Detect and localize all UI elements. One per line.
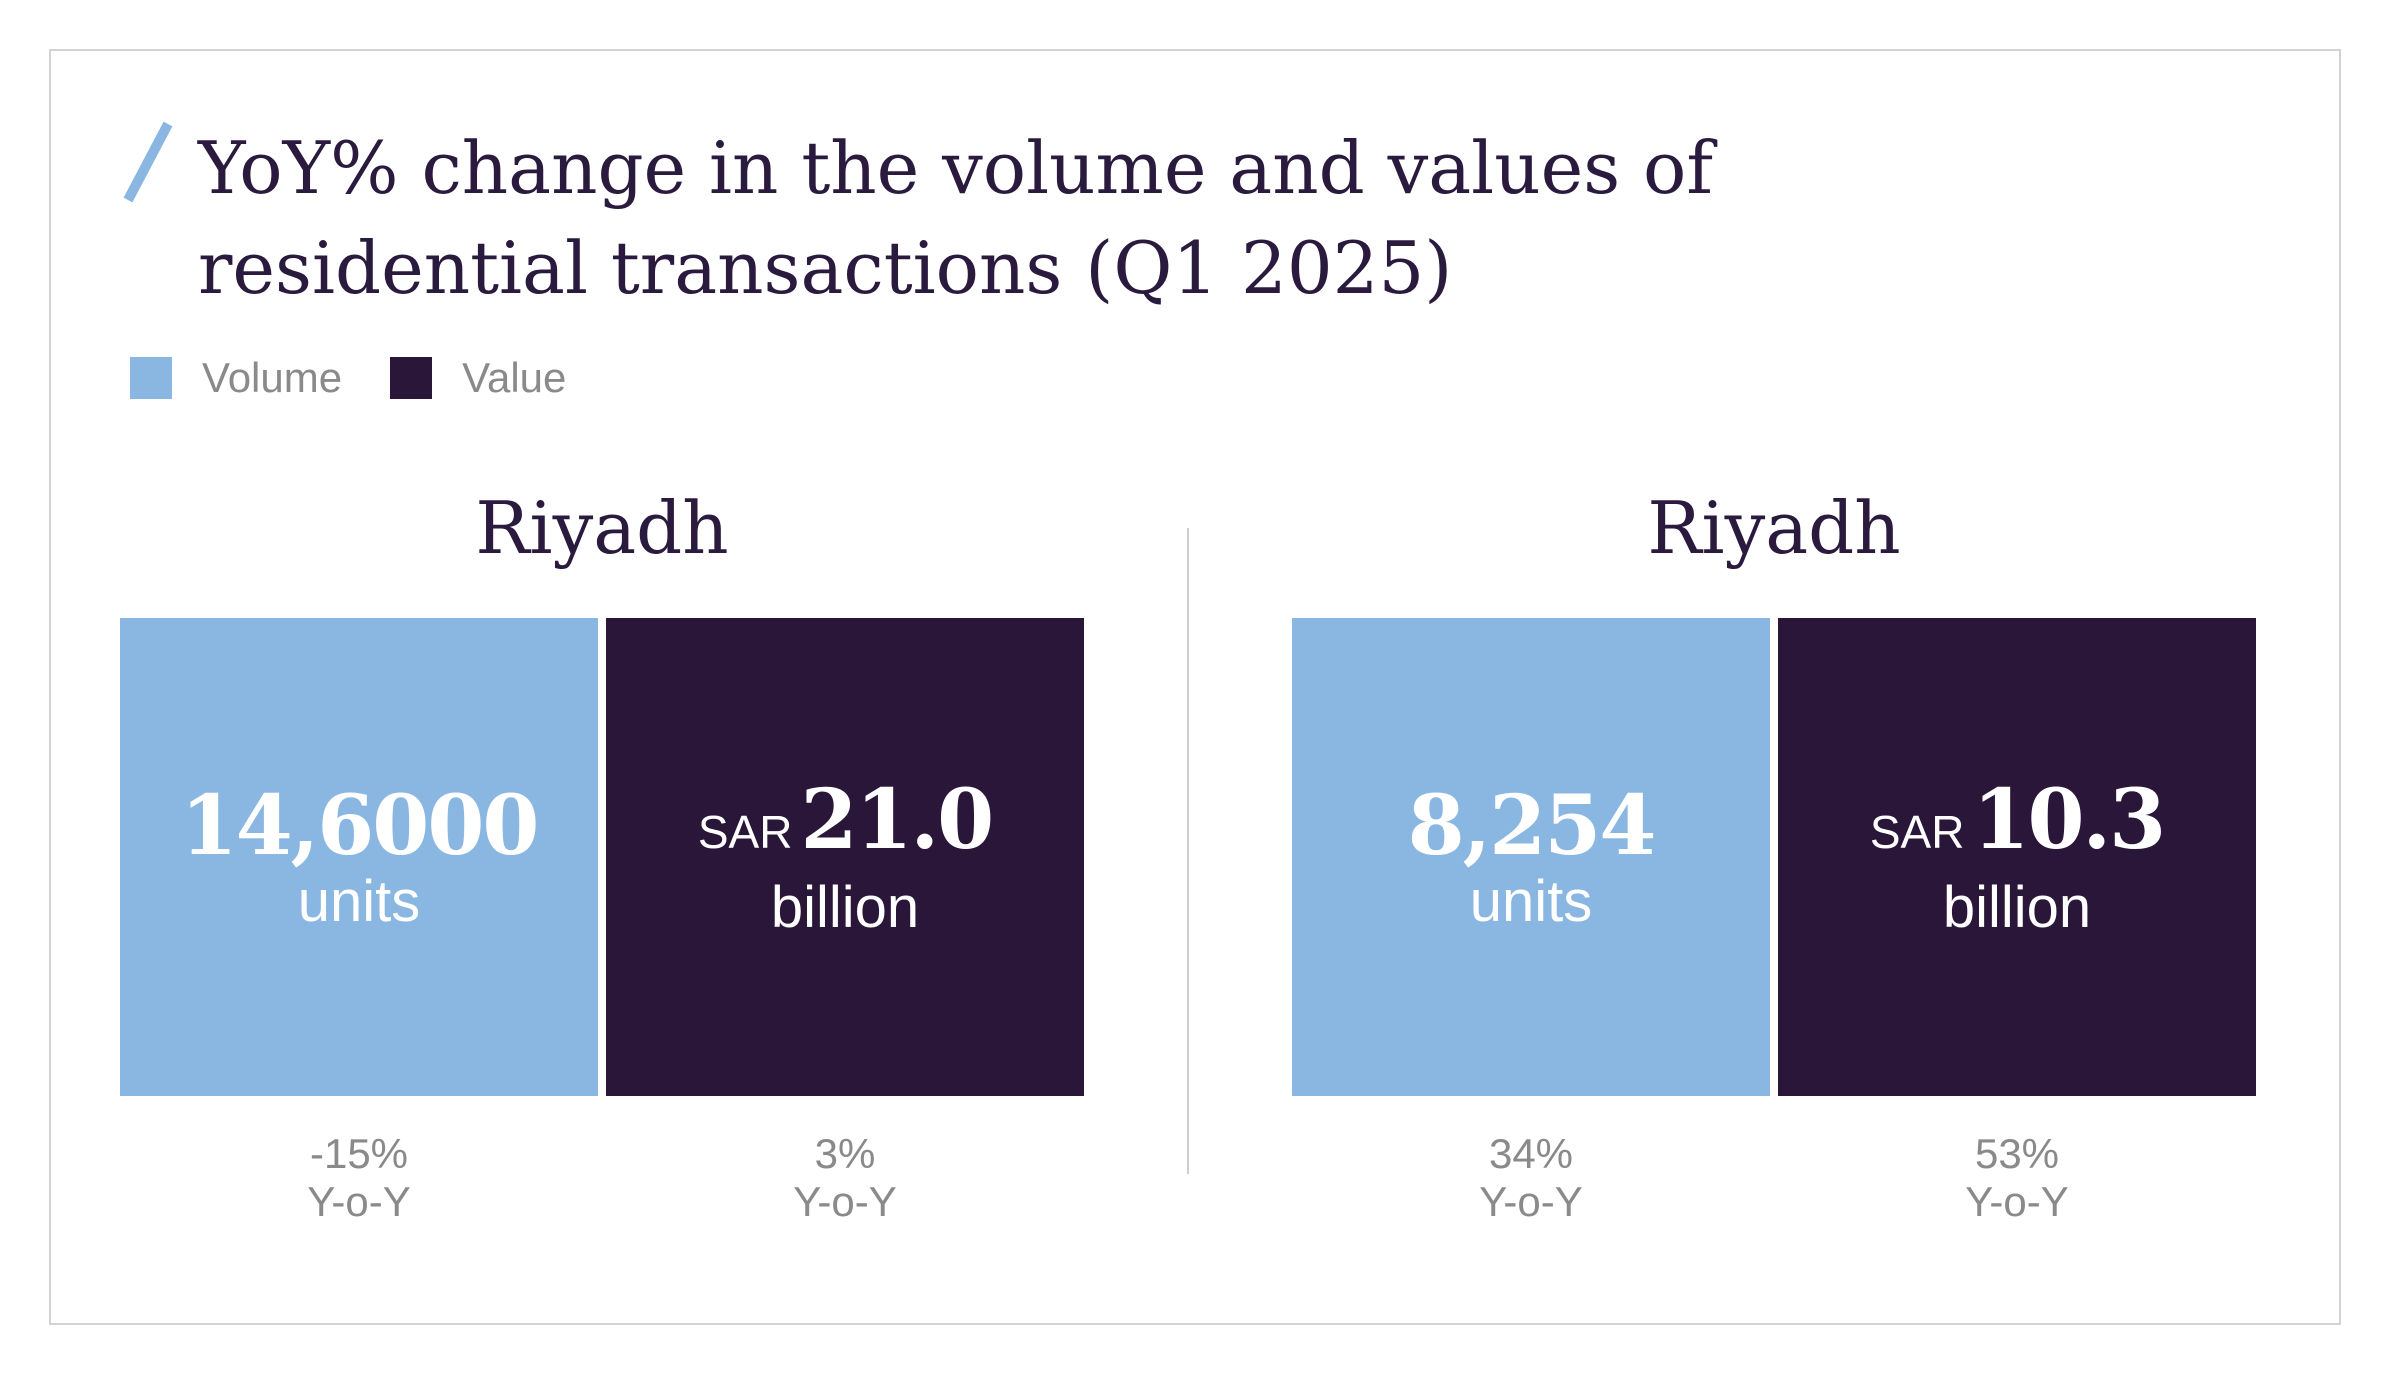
- value-number-line: SAR10.3: [1869, 772, 2166, 877]
- value-number: 10.3: [1972, 772, 2166, 868]
- legend: Volume Value: [130, 352, 614, 404]
- legend-label-volume: Volume: [202, 354, 343, 401]
- panel-riyadh-left: Riyadh 14,6000 units SAR21.0 billion -15…: [120, 480, 1084, 1240]
- value-number-line: SAR21.0: [697, 772, 994, 877]
- legend-item-value: Value: [390, 354, 566, 402]
- volume-yoy: -15% Y-o-Y: [120, 1130, 598, 1226]
- value-number: 21.0: [800, 772, 994, 868]
- legend-item-volume: Volume: [130, 354, 342, 402]
- volume-number: 14,6000: [180, 778, 540, 874]
- volume-box: 8,254 units: [1292, 618, 1770, 1096]
- volume-box: 14,6000 units: [120, 618, 598, 1096]
- panel-riyadh-right: Riyadh 8,254 units SAR10.3 billion 34% Y…: [1292, 480, 2256, 1240]
- city-title: Riyadh: [475, 486, 729, 570]
- value-yoy-pct: 3%: [814, 1130, 876, 1177]
- title-slash-icon: [123, 121, 173, 203]
- value-yoy-label: Y-o-Y: [1965, 1178, 2069, 1225]
- volume-yoy: 34% Y-o-Y: [1292, 1130, 1770, 1226]
- panel-divider: [1187, 528, 1189, 1174]
- city-title: Riyadh: [1647, 486, 1901, 570]
- volume-yoy-label: Y-o-Y: [1479, 1178, 1583, 1225]
- value-prefix: SAR: [1869, 806, 1965, 858]
- legend-swatch-value: [390, 357, 433, 399]
- value-box: SAR21.0 billion: [606, 618, 1084, 1096]
- value-yoy-pct: 53%: [1974, 1130, 2060, 1177]
- value-yoy: 53% Y-o-Y: [1778, 1130, 2256, 1226]
- volume-unit: units: [1469, 869, 1593, 934]
- value-unit: billion: [770, 875, 920, 940]
- value-prefix: SAR: [697, 806, 793, 858]
- chart-title: YoY% change in the volume and values of …: [198, 126, 1714, 310]
- volume-yoy-label: Y-o-Y: [307, 1178, 411, 1225]
- value-box: SAR10.3 billion: [1778, 618, 2256, 1096]
- legend-label-value: Value: [462, 354, 567, 401]
- volume-number: 8,254: [1407, 778, 1657, 874]
- chart-frame: [49, 49, 2341, 1325]
- value-unit: billion: [1942, 875, 2092, 940]
- volume-yoy-pct: -15%: [309, 1130, 409, 1177]
- value-yoy-label: Y-o-Y: [793, 1178, 897, 1225]
- volume-unit: units: [297, 869, 421, 934]
- value-yoy: 3% Y-o-Y: [606, 1130, 1084, 1226]
- legend-swatch-volume: [130, 357, 172, 399]
- volume-yoy-pct: 34%: [1488, 1130, 1574, 1177]
